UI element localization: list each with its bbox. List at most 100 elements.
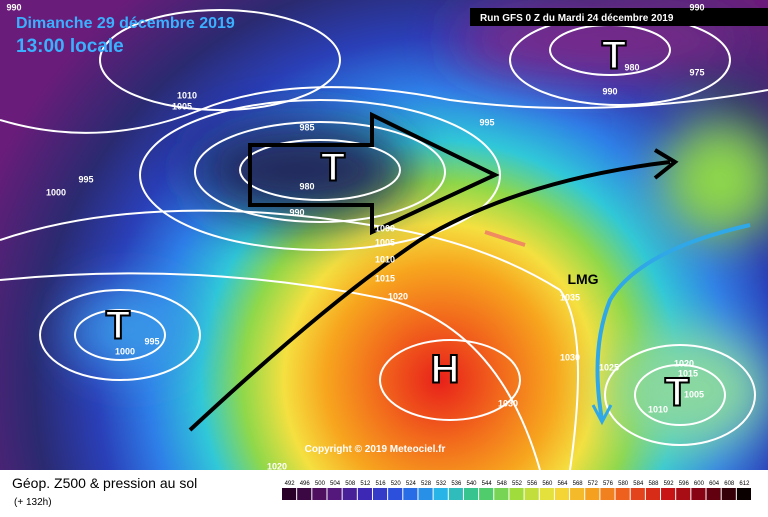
isobar-label: 990 (602, 86, 617, 96)
colorbar-swatch (630, 488, 645, 500)
colorbar-label: 524 (406, 481, 417, 487)
forecast-time: 13:00 locale (16, 36, 124, 57)
colorbar-label: 560 (542, 481, 553, 487)
colorbar-swatch (721, 488, 736, 500)
colorbar-swatch (645, 488, 661, 500)
isobar-label: 1035 (560, 292, 580, 302)
colorbar-label: 600 (694, 481, 705, 487)
colorbar-label: 544 (482, 481, 493, 487)
colorbar-label: 516 (376, 481, 387, 487)
low-pressure-center: T (321, 146, 345, 190)
low-pressure-center: T (602, 34, 626, 78)
colorbar-swatch (585, 488, 600, 500)
isobar-label: 1020 (388, 291, 408, 301)
low-pressure-center: T (665, 371, 689, 415)
isobar-label: 1010 (648, 404, 668, 414)
colorbar-label: 580 (618, 481, 629, 487)
colorbar-label: 612 (739, 481, 750, 487)
colorbar-swatch (312, 488, 327, 500)
colorbar-label: 596 (679, 481, 690, 487)
isobar-label: 995 (479, 117, 494, 127)
colorbar-swatch (661, 488, 676, 500)
colorbar-label: 492 (285, 481, 296, 487)
isobar-label: 1015 (375, 273, 395, 283)
colorbar-swatch (479, 488, 494, 500)
colorbar-swatch (554, 488, 570, 500)
colorbar-swatch (297, 488, 312, 500)
colorbar-swatch (388, 488, 403, 500)
colorbar-label: 552 (512, 481, 523, 487)
colorbar-swatch (706, 488, 721, 500)
colorbar-swatch (282, 488, 297, 500)
colorbar-label: 568 (573, 481, 584, 487)
isobar-label: 1005 (375, 237, 395, 247)
colorbar-swatch (433, 488, 448, 500)
colorbar-label: 604 (709, 481, 720, 487)
colorbar-swatch (600, 488, 615, 500)
colorbar-label: 512 (360, 481, 371, 487)
warm-flow-arrow (484, 230, 526, 247)
colorbar-label: 528 (421, 481, 432, 487)
colorbar-label: 508 (345, 481, 356, 487)
isobar-label: 1015 (678, 368, 698, 378)
colorbar-label: 564 (557, 481, 568, 487)
colorbar-swatch (494, 488, 509, 500)
colorbar-swatch (524, 488, 539, 500)
colorbar-label: 520 (391, 481, 402, 487)
colorbar-swatch (463, 488, 479, 500)
colorbar-label: 588 (648, 481, 659, 487)
colorbar-label: 532 (436, 481, 447, 487)
colorbar-swatch (418, 488, 433, 500)
colorbar-swatch (403, 488, 418, 500)
colorbar-swatch (509, 488, 524, 500)
isobar-label: 1020 (674, 358, 694, 368)
isobar-label: 995 (144, 336, 159, 346)
isobar-label: 1005 (684, 389, 704, 399)
colorbar-label: 556 (527, 481, 538, 487)
colorbar-label: 592 (664, 481, 675, 487)
colorbar-swatch (691, 488, 706, 500)
footer-lead: (+ 132h) (14, 497, 52, 508)
isobar-label: 980 (624, 62, 639, 72)
isobar-label: 1030 (560, 352, 580, 362)
isobar-label: 1030 (498, 398, 518, 408)
colorbar-swatch (615, 488, 630, 500)
isobar-label: 990 (689, 2, 704, 12)
colorbar-label: 540 (467, 481, 478, 487)
colorbar-swatch (327, 488, 342, 500)
colorbar-swatch (448, 488, 463, 500)
isobar-label: 1005 (172, 101, 192, 111)
colorbar-swatch (676, 488, 691, 500)
run-info: Run GFS 0 Z du Mardi 24 décembre 2019 (480, 13, 674, 24)
flow-arrows (188, 111, 679, 432)
colorbar-label: 576 (603, 481, 614, 487)
isobar-label: 980 (299, 181, 314, 191)
colorbar-label: 608 (724, 481, 735, 487)
colorbar-label: 548 (497, 481, 508, 487)
isobar-label: 1000 (115, 346, 135, 356)
isobar-label: 990 (289, 207, 304, 217)
colorbar-label: 500 (315, 481, 326, 487)
annotation: LMG (567, 271, 598, 287)
colorbar-label: 496 (300, 481, 311, 487)
isobars (0, 9, 768, 471)
run-banner (470, 8, 768, 26)
low-pressure-center: T (106, 304, 130, 348)
colorbar-swatch (570, 488, 585, 500)
isobar-label: 995 (78, 174, 93, 184)
isobar-label: 1000 (375, 223, 395, 233)
colorbar-label: 536 (451, 481, 462, 487)
forecast-date: Dimanche 29 décembre 2019 (16, 15, 235, 32)
isobar-label: 1010 (177, 90, 197, 100)
isobar-label: 975 (689, 67, 704, 77)
footer-title: Géop. Z500 & pression au sol (12, 475, 197, 491)
colorbar-swatch (736, 488, 751, 500)
isobar-label: 1020 (267, 461, 287, 471)
isobar-label: 1025 (599, 362, 619, 372)
cold-flow-arrow (595, 223, 751, 421)
colorbar-swatch (342, 488, 357, 500)
colorbar-label: 504 (330, 481, 341, 487)
colorbar-swatch (539, 488, 554, 500)
copyright: Copyright © 2019 Meteociel.fr (305, 444, 446, 455)
